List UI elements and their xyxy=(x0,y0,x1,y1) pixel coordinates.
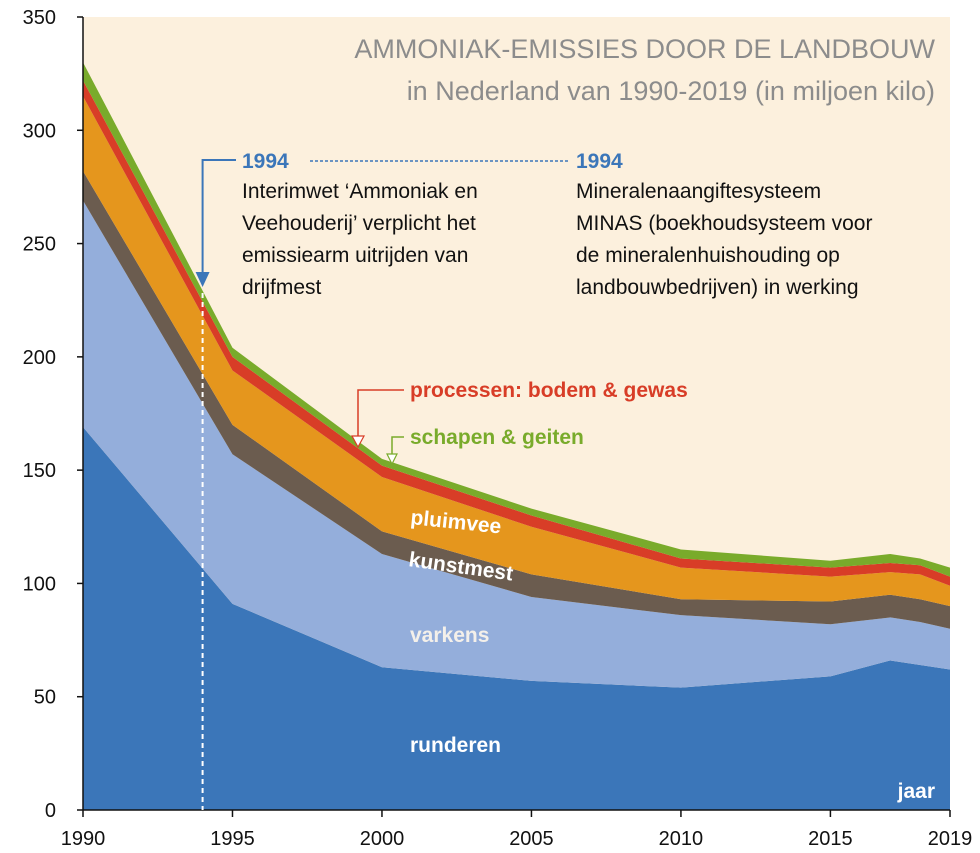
annotation-text: Veehouderij’ verplicht het xyxy=(242,212,476,235)
series-label: processen: bodem & gewas xyxy=(410,379,688,402)
annotation-text: Interimwet ‘Ammoniak en xyxy=(242,180,478,203)
area xyxy=(83,200,950,688)
pointer xyxy=(391,436,404,458)
series-label: runderen xyxy=(410,734,501,757)
annotation-text: landbouwbedrijven) in werking xyxy=(576,276,859,299)
annotation-text: emissiearm uitrijden van xyxy=(242,244,468,267)
pointer-head xyxy=(350,435,366,449)
x-tick-label: 2005 xyxy=(509,828,554,850)
event-arrow xyxy=(201,159,236,278)
annotation-text: drijfmest xyxy=(242,276,322,299)
y-tick-label: 100 xyxy=(23,573,56,595)
series-label: varkens xyxy=(410,624,489,647)
chart-subtitle: in Nederland van 1990-2019 (in miljoen k… xyxy=(407,76,935,106)
y-tick-label: 300 xyxy=(23,120,56,142)
y-tick-label: 350 xyxy=(23,7,56,29)
chart-title: AMMONIAK-EMISSIES DOOR DE LANDBOUW xyxy=(354,34,935,64)
y-tick-label: 0 xyxy=(45,800,56,822)
annotation-year: 1994 xyxy=(242,150,289,173)
y-tick-label: 50 xyxy=(34,687,56,709)
annotation-text: de mineralenhuishouding op xyxy=(576,244,840,267)
series-label: schapen & geiten xyxy=(410,426,584,449)
x-tick-label: 2019 xyxy=(928,828,973,850)
annotation-year: 1994 xyxy=(576,150,623,173)
pointer xyxy=(357,389,404,440)
x-tick-label: 1990 xyxy=(61,828,106,850)
x-tick-label: 2000 xyxy=(360,828,405,850)
annotation-text: Mineralenaangiftesysteem xyxy=(576,180,821,203)
x-tick-label: 1995 xyxy=(210,828,255,850)
y-tick-label: 250 xyxy=(23,234,56,256)
pointer-head xyxy=(386,453,398,466)
x-tick-label: 2010 xyxy=(659,828,704,850)
y-tick-label: 150 xyxy=(23,460,56,482)
event-arrow-head xyxy=(195,272,210,287)
x-axis-label: jaar xyxy=(897,780,935,803)
annotation-text: MINAS (boekhoudsysteem voor xyxy=(576,212,872,235)
area xyxy=(83,427,950,810)
y-tick-label: 200 xyxy=(23,347,56,369)
x-tick-label: 2015 xyxy=(808,828,853,850)
areas xyxy=(83,62,950,810)
